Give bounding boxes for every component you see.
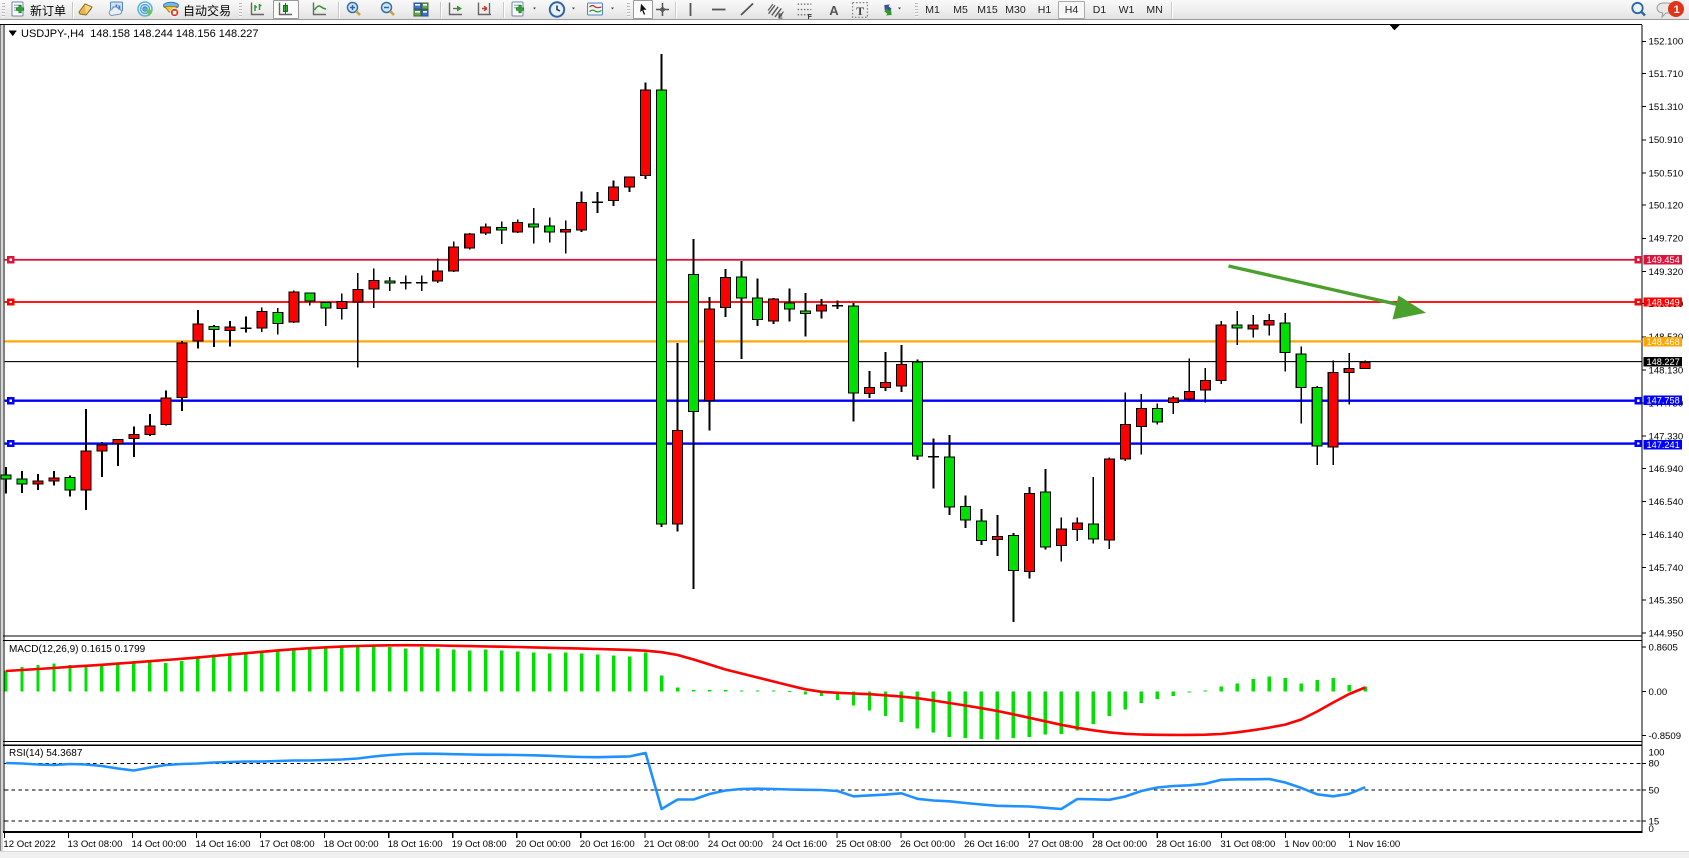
svg-text:25 Oct 08:00: 25 Oct 08:00 xyxy=(836,839,891,850)
svg-text:24 Oct 00:00: 24 Oct 00:00 xyxy=(708,839,763,850)
svg-text:17 Oct 08:00: 17 Oct 08:00 xyxy=(260,839,315,850)
svg-text:20 Oct 16:00: 20 Oct 16:00 xyxy=(580,839,635,850)
svg-text:T: T xyxy=(856,5,864,18)
svg-text:152.100: 152.100 xyxy=(1649,37,1684,48)
svg-text:0: 0 xyxy=(1649,824,1654,835)
svg-text:150.910: 150.910 xyxy=(1649,135,1684,146)
svg-text:144.950: 144.950 xyxy=(1649,629,1684,640)
svg-text:148.468: 148.468 xyxy=(1647,337,1680,347)
svg-text:31 Oct 08:00: 31 Oct 08:00 xyxy=(1220,839,1275,850)
svg-text:13 Oct 08:00: 13 Oct 08:00 xyxy=(68,839,123,850)
svg-text:28 Oct 16:00: 28 Oct 16:00 xyxy=(1156,839,1211,850)
svg-text:0.8605: 0.8605 xyxy=(1649,642,1678,653)
svg-text:80: 80 xyxy=(1649,759,1660,770)
svg-text:148.130: 148.130 xyxy=(1649,365,1684,376)
svg-text:0.00: 0.00 xyxy=(1649,687,1668,698)
svg-text:28 Oct 00:00: 28 Oct 00:00 xyxy=(1092,839,1147,850)
svg-text:147.241: 147.241 xyxy=(1647,440,1680,450)
svg-text:148.227: 148.227 xyxy=(1647,357,1680,367)
svg-text:100: 100 xyxy=(1649,748,1665,759)
svg-text:MACD(12,26,9) 0.1615 0.1799: MACD(12,26,9) 0.1615 0.1799 xyxy=(9,644,146,655)
svg-text:26 Oct 00:00: 26 Oct 00:00 xyxy=(900,839,955,850)
svg-text:146.140: 146.140 xyxy=(1649,530,1684,541)
svg-text:1: 1 xyxy=(1674,4,1680,16)
svg-text:150.120: 150.120 xyxy=(1649,201,1684,212)
svg-text:18 Oct 16:00: 18 Oct 16:00 xyxy=(388,839,443,850)
svg-text:150.510: 150.510 xyxy=(1649,168,1684,179)
svg-text:E: E xyxy=(778,13,783,19)
svg-text:1 Nov 00:00: 1 Nov 00:00 xyxy=(1284,839,1336,850)
svg-text:146.940: 146.940 xyxy=(1649,464,1684,475)
svg-text:27 Oct 08:00: 27 Oct 08:00 xyxy=(1028,839,1083,850)
svg-text:18 Oct 00:00: 18 Oct 00:00 xyxy=(324,839,379,850)
svg-text:145.740: 145.740 xyxy=(1649,563,1684,574)
svg-text:15: 15 xyxy=(1649,816,1660,827)
svg-text:151.710: 151.710 xyxy=(1649,69,1684,80)
svg-text:14 Oct 16:00: 14 Oct 16:00 xyxy=(196,839,251,850)
svg-text:12 Oct 2022: 12 Oct 2022 xyxy=(3,839,55,850)
svg-text:20 Oct 00:00: 20 Oct 00:00 xyxy=(516,839,571,850)
svg-text:-0.8509: -0.8509 xyxy=(1649,731,1682,742)
svg-text:USDJPY-,H4 148.158 148.244 14: USDJPY-,H4 148.158 148.244 148.156 148.2… xyxy=(21,28,259,40)
svg-text:151.310: 151.310 xyxy=(1649,102,1684,113)
svg-text:24 Oct 16:00: 24 Oct 16:00 xyxy=(772,839,827,850)
svg-text:145.350: 145.350 xyxy=(1649,595,1684,606)
svg-text:19 Oct 08:00: 19 Oct 08:00 xyxy=(452,839,507,850)
svg-text:146.540: 146.540 xyxy=(1649,497,1684,508)
svg-text:149.454: 149.454 xyxy=(1647,255,1680,265)
svg-text:F: F xyxy=(808,14,812,19)
svg-text:21 Oct 08:00: 21 Oct 08:00 xyxy=(644,839,699,850)
svg-text:147.758: 147.758 xyxy=(1647,396,1680,406)
svg-text:147.330: 147.330 xyxy=(1649,432,1684,443)
svg-text:149.720: 149.720 xyxy=(1649,234,1684,245)
svg-text:148.949: 148.949 xyxy=(1647,297,1680,307)
svg-text:14 Oct 00:00: 14 Oct 00:00 xyxy=(132,839,187,850)
svg-text:RSI(14) 54.3687: RSI(14) 54.3687 xyxy=(9,748,83,759)
svg-text:26 Oct 16:00: 26 Oct 16:00 xyxy=(964,839,1019,850)
svg-text:1 Nov 16:00: 1 Nov 16:00 xyxy=(1349,839,1401,850)
svg-text:50: 50 xyxy=(1649,785,1660,796)
svg-text:149.320: 149.320 xyxy=(1649,267,1684,278)
